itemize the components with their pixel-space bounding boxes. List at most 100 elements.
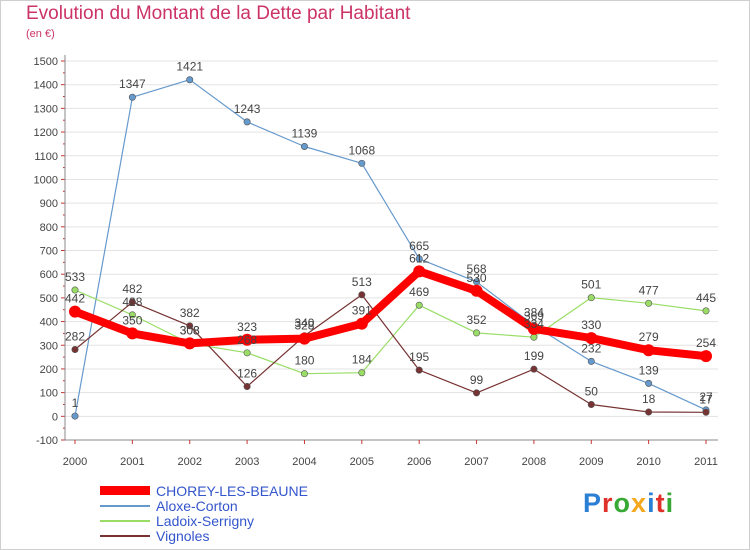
y-tick-label: 200 [40,364,58,376]
data-label: 282 [65,330,85,344]
data-point [645,408,653,416]
data-point [183,337,196,350]
data-label: 330 [581,318,601,332]
data-labels: 1 1347 1421 1243 1139 1068 665 568 384 232 139 27 53… [65,60,716,410]
data-label: 533 [65,270,85,284]
legend-label: Ladoix-Serrigny [156,512,255,529]
y-tick-label: 100 [40,388,58,400]
legend-swatch [100,519,150,522]
data-point [645,299,653,307]
legend-swatch [100,534,150,537]
data-point [71,286,79,294]
y-tick-label: 900 [40,198,58,210]
data-point [243,349,251,357]
legend-label: Aloxe-Corton [156,497,238,514]
data-label: 139 [639,363,659,377]
data-label: 18 [642,392,656,406]
legend-item: Aloxe-Corton [100,497,308,514]
x-tick-label: 2009 [579,456,603,468]
legend-label: CHOREY-LES-BEAUNE [156,482,308,499]
legend: CHOREY-LES-BEAUNE Aloxe-Corton Ladoix-Serr… [100,482,308,544]
x-tick-label: 2008 [522,456,546,468]
data-label: 477 [639,283,659,297]
data-label: 199 [524,349,544,363]
data-label: 442 [65,292,85,306]
proxiti-logo: Proxiti [583,488,674,519]
data-label: 1068 [348,143,375,157]
data-point [298,332,311,345]
data-label: 382 [180,306,200,320]
y-tick-label: 1100 [34,151,58,163]
legend-item: Vignoles [100,528,308,544]
data-label: 612 [409,251,429,265]
data-label: 482 [122,282,142,296]
data-point [186,76,194,84]
y-tick-label: 1000 [34,174,58,186]
data-point [358,159,366,167]
logo-letter: i [647,488,656,518]
series-lines [71,79,710,417]
data-point [527,322,540,335]
logo-letter: P [583,488,603,518]
legend-item: CHOREY-LES-BEAUNE [100,482,308,499]
data-point [128,311,136,319]
logo-letter: o [613,488,632,518]
data-point [473,329,481,337]
x-tick-label: 2004 [292,456,316,468]
data-point [186,322,194,330]
data-point [530,365,538,373]
data-point [71,346,79,354]
data-point [415,301,423,309]
data-label: 180 [294,354,314,368]
data-label: 1243 [234,102,261,116]
data-label: 268 [237,333,257,347]
data-point [702,408,710,416]
series-line [71,267,710,361]
data-label: 126 [237,366,257,380]
data-point [128,298,136,306]
data-label: 428 [122,295,142,309]
x-tick-label: 2001 [120,456,144,468]
data-point [587,357,595,365]
data-label: 328 [294,319,314,333]
y-tick-label: 300 [40,340,58,352]
data-point [473,389,481,397]
data-point [415,366,423,374]
x-tick-label: 2005 [350,456,374,468]
y-tick-label: 500 [40,293,58,305]
data-label: 568 [467,262,487,276]
x-tick-label: 2007 [464,456,488,468]
y-tick-label: 700 [40,246,58,258]
data-label: 184 [352,353,372,367]
data-label: 1421 [176,60,203,74]
series-line [74,294,707,413]
y-tick-label: 400 [40,317,58,329]
data-point [585,332,598,345]
data-label: 232 [581,341,601,355]
data-point [243,118,251,126]
x-tick-label: 2000 [63,456,87,468]
data-label: 1139 [292,127,318,141]
data-point [415,255,423,263]
data-label: 50 [585,384,599,398]
data-point [243,382,251,390]
series-line [74,79,707,417]
data-label: 308 [180,323,200,337]
chart-subtitle: (en €) [26,28,55,40]
data-label: 391 [352,304,372,318]
data-point [358,291,366,299]
data-label: 350 [122,313,142,327]
data-points [69,76,712,420]
data-point [645,379,653,387]
data-label: 352 [467,313,487,327]
data-point [413,265,426,278]
x-tick-label: 2006 [407,456,431,468]
data-point [300,143,308,151]
y-tick-label: -100 [36,435,58,447]
y-tick-label: 600 [40,269,58,281]
grid-lines [65,60,718,441]
data-label: 308 [180,323,200,337]
axes: -100 0 100 200 300 400 500 600 700 800 900 1000 1100… [34,55,718,468]
